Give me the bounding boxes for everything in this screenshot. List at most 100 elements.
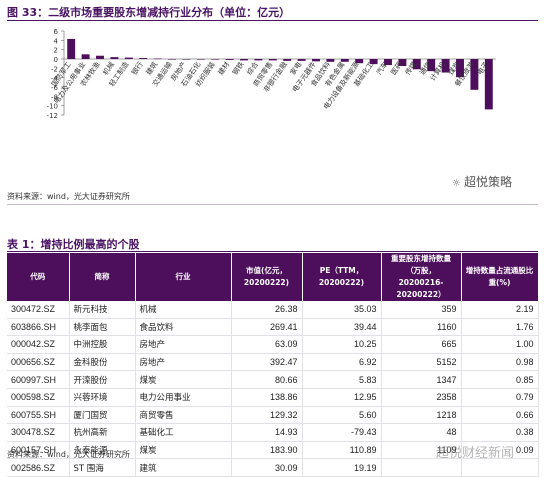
cell-float-ratio: 0.38 — [461, 423, 539, 442]
x-tick-label: 钢铁 — [230, 60, 245, 77]
bar — [225, 59, 234, 60]
cell-industry: 商贸零售 — [135, 406, 232, 425]
bar — [196, 59, 205, 60]
bar — [96, 55, 104, 59]
cell-industry: 机械 — [135, 301, 232, 319]
cell-code: 300478.SZ — [7, 423, 70, 442]
bar — [139, 58, 148, 59]
bar — [427, 59, 436, 72]
cell-increase-volume: 359 — [381, 301, 462, 319]
bar — [312, 59, 320, 62]
bar — [168, 59, 176, 60]
cell-market-cap: 26.38 — [231, 301, 303, 319]
table-source: 资料来源：wind，光大证券研究所 — [7, 450, 130, 459]
cell-code: 600157.SH — [7, 441, 70, 460]
bar — [268, 59, 277, 61]
cell-market-cap: 63.09 — [231, 335, 303, 354]
bar — [81, 54, 90, 59]
table-row: 000042.SZ 中洲控股 房地产 63.09 10.25 665 1.00 — [7, 335, 539, 354]
bar — [326, 59, 335, 62]
wechat-icon: ☼ — [452, 178, 461, 189]
cell-market-cap: 30.09 — [231, 458, 303, 477]
bar — [412, 59, 421, 70]
cell-float-ratio: 0.79 — [461, 388, 539, 407]
cell-pe: 5.60 — [302, 406, 382, 425]
cell-name: 新元科技 — [69, 301, 136, 319]
cell-float-ratio: 0.85 — [461, 370, 539, 389]
bar — [153, 58, 162, 60]
bar — [355, 59, 364, 64]
cell-industry: 食品饮料 — [135, 318, 232, 337]
table-row: 300478.SZ 杭州高新 基础化工 14.93 -79.43 48 0.38 — [7, 423, 539, 442]
cell-pe: 12.95 — [302, 388, 382, 407]
cell-code: 300472.SZ — [7, 301, 70, 319]
col-header-name: 简称 — [69, 253, 136, 301]
cell-market-cap: 269.41 — [231, 318, 303, 337]
cell-code: 600997.SH — [7, 370, 70, 389]
x-tick-label: 建材 — [216, 60, 231, 77]
table-row: 603866.SH 桃李面包 食品饮料 269.41 39.44 1160 1.76 — [7, 318, 539, 337]
table-row: 002586.SZ ST 围海 建筑 30.09 19.19 — [7, 458, 539, 477]
cell-increase-volume: 1160 — [381, 318, 462, 337]
cell-market-cap: 138.86 — [231, 388, 303, 407]
cell-name: 桃李面包 — [69, 318, 136, 337]
bar — [283, 59, 292, 61]
cell-industry: 电力公用事业 — [135, 388, 232, 407]
cell-name: 开滦股份 — [69, 370, 136, 389]
cell-pe: 6.92 — [302, 353, 382, 372]
cell-pe: 110.89 — [302, 441, 382, 460]
cell-increase-volume: 665 — [381, 335, 462, 354]
figure-source: 资料来源：wind，光大证券研究所 — [7, 192, 130, 201]
col-header-industry: 行业 — [135, 253, 232, 301]
bar — [398, 59, 407, 66]
bar — [240, 59, 248, 61]
cell-float-ratio — [461, 458, 539, 477]
watermark-top: ☼ 超悦策略 — [452, 173, 512, 190]
bar — [456, 59, 464, 78]
cell-increase-volume: 1347 — [381, 370, 462, 389]
table-row: 600997.SH 开滦股份 煤炭 80.66 5.83 1347 0.85 — [7, 370, 539, 389]
stocks-table: 代码 简称 行业 市值(亿元，20200222) PE（TTM，20200222… — [7, 253, 539, 477]
table-title-rule — [7, 251, 538, 252]
cell-name: ST 围海 — [69, 458, 136, 477]
cell-code: 000598.SZ — [7, 388, 70, 407]
col-header-float-ratio: 增持数量占流通股比重(%) — [461, 253, 539, 301]
cell-name: 兴蓉环境 — [69, 388, 136, 407]
table-row: 000656.SZ 金科股份 房地产 392.47 6.92 5152 0.98 — [7, 353, 539, 372]
x-tick-label: 银行 — [129, 60, 144, 77]
cell-name: 中洲控股 — [69, 335, 136, 354]
bar — [254, 59, 263, 61]
figure-title-rule — [7, 20, 538, 21]
cell-increase-volume: 1109 — [381, 441, 462, 460]
cell-increase-volume: 2358 — [381, 388, 462, 407]
cell-pe: 5.83 — [302, 370, 382, 389]
industry-bar-chart: -12-10-8-6-4-20246国防军工电力及公用事业农林牧渔 机械轻工制造银… — [47, 28, 496, 120]
bar — [340, 59, 349, 62]
y-tick-label: -6 — [51, 84, 59, 92]
bar — [211, 59, 220, 60]
cell-pe: 35.03 — [302, 301, 382, 319]
col-header-increase-volume: 重要股东增持数量（万股，20200216-20200222） — [381, 253, 462, 301]
cell-market-cap: 183.90 — [231, 441, 303, 460]
col-header-code: 代码 — [7, 253, 70, 301]
cell-increase-volume — [381, 458, 462, 477]
cell-market-cap: 129.32 — [231, 406, 303, 425]
bar — [441, 59, 450, 73]
cell-name: 金科股份 — [69, 353, 136, 372]
table-row: 300472.SZ 新元科技 机械 26.38 35.03 359 2.19 — [7, 301, 539, 319]
cell-industry: 煤炭 — [135, 370, 232, 389]
cell-industry: 煤炭 — [135, 441, 232, 460]
cell-pe: 39.44 — [302, 318, 382, 337]
y-tick-label: -8 — [51, 93, 58, 101]
bar — [67, 38, 76, 59]
cell-pe: -79.43 — [302, 423, 382, 442]
cell-code: 000042.SZ — [7, 335, 70, 354]
bar — [484, 59, 493, 110]
table-row: 000598.SZ 兴蓉环境 电力公用事业 138.86 12.95 2358 0.79 — [7, 388, 539, 407]
col-header-market-cap: 市值(亿元，20200222) — [231, 253, 303, 301]
bar — [110, 57, 119, 59]
cell-float-ratio: 0.98 — [461, 353, 539, 372]
cell-float-ratio: 2.19 — [461, 301, 539, 319]
table-title: 表 1：增持比例最高的个股 — [7, 238, 140, 251]
y-tick-label: -2 — [51, 65, 58, 73]
